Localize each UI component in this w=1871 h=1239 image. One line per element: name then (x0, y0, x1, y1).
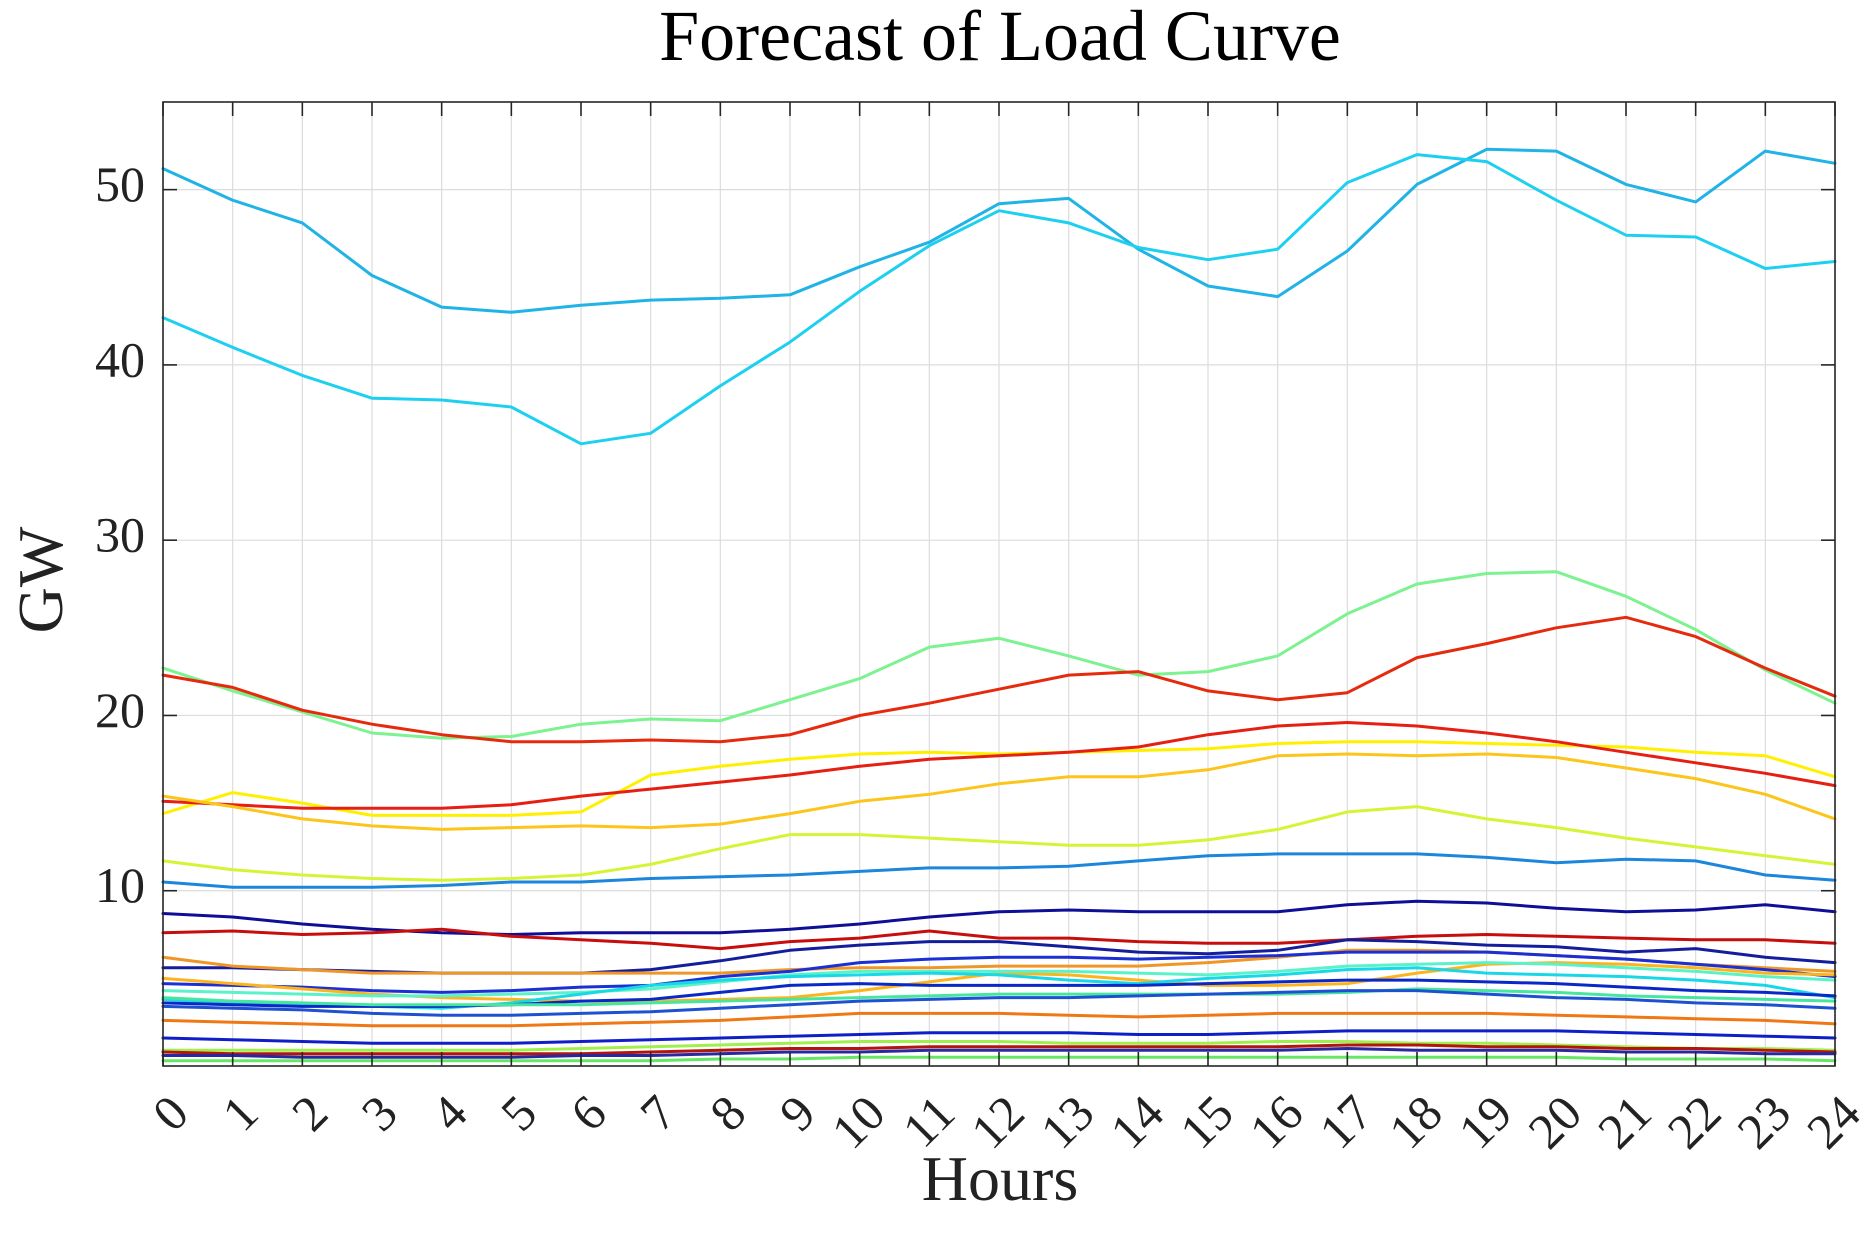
x-tick-label: 20 (1517, 1084, 1592, 1159)
y-tick-label: 30 (95, 507, 145, 563)
x-tick-label: 4 (420, 1084, 477, 1141)
y-tick-label: 20 (95, 682, 145, 738)
series-line-series-5 (161, 740, 1837, 817)
y-tick-label: 50 (95, 156, 145, 212)
x-axis-label: Hours (922, 1143, 1078, 1214)
x-tick-label: 17 (1308, 1084, 1383, 1159)
x-tick-label: 8 (699, 1084, 756, 1141)
tick-marks (162, 102, 1836, 1066)
x-tick-label: 6 (560, 1084, 617, 1141)
x-tick-label: 19 (1448, 1084, 1523, 1159)
y-tick-label: 40 (95, 331, 145, 387)
series-line-series-22 (161, 1029, 1837, 1045)
series-line-series-23 (161, 1040, 1837, 1052)
series-line-series-2 (161, 153, 1837, 446)
series-line-series-9 (161, 852, 1837, 889)
y-tick-labels: 10 20 30 40 50 (95, 156, 145, 913)
series-line-series-10 (161, 899, 1837, 936)
y-tick-label: 10 (95, 857, 145, 913)
series-line-series-7 (161, 752, 1837, 831)
x-tick-label: 14 (1099, 1084, 1174, 1159)
x-tick-label: 23 (1726, 1084, 1801, 1159)
series-line-series-16 (161, 961, 1837, 998)
x-tick-label: 16 (1239, 1084, 1314, 1159)
series-line-series-6 (161, 721, 1837, 810)
series-lines (161, 147, 1837, 1063)
series-line-series-15 (161, 961, 1837, 1003)
series-line-series-20 (161, 989, 1837, 1017)
x-tick-label: 24 (1796, 1084, 1871, 1159)
x-tick-label: 2 (281, 1084, 338, 1141)
chart-title: Forecast of Load Curve (659, 0, 1341, 76)
y-axis-label: GW (5, 526, 76, 633)
x-tick-label: 18 (1378, 1084, 1453, 1159)
series-line-series-11 (161, 927, 1837, 951)
series-line-series-19 (161, 987, 1837, 1007)
series-line-series-14 (161, 950, 1837, 994)
grid (162, 102, 1836, 1066)
series-line-series-18 (161, 978, 1837, 1008)
x-tick-label: 3 (351, 1084, 408, 1141)
x-tick-label: 1 (211, 1084, 268, 1141)
x-tick-label: 15 (1169, 1084, 1244, 1159)
x-tick-label: 9 (769, 1084, 826, 1141)
x-tick-label: 10 (821, 1084, 896, 1159)
x-tick-label: 21 (1587, 1084, 1662, 1159)
x-tick-label: 0 (142, 1084, 199, 1141)
x-tick-label: 22 (1657, 1084, 1732, 1159)
x-tick-label: 7 (629, 1084, 686, 1141)
x-tick-label: 5 (490, 1084, 547, 1141)
series-line-series-21 (161, 1011, 1837, 1028)
series-line-series-1 (161, 147, 1837, 314)
series-line-series-17 (161, 966, 1837, 1010)
series-line-series-3 (161, 570, 1837, 740)
series-line-series-4 (161, 615, 1837, 744)
series-line-series-8 (161, 805, 1837, 882)
